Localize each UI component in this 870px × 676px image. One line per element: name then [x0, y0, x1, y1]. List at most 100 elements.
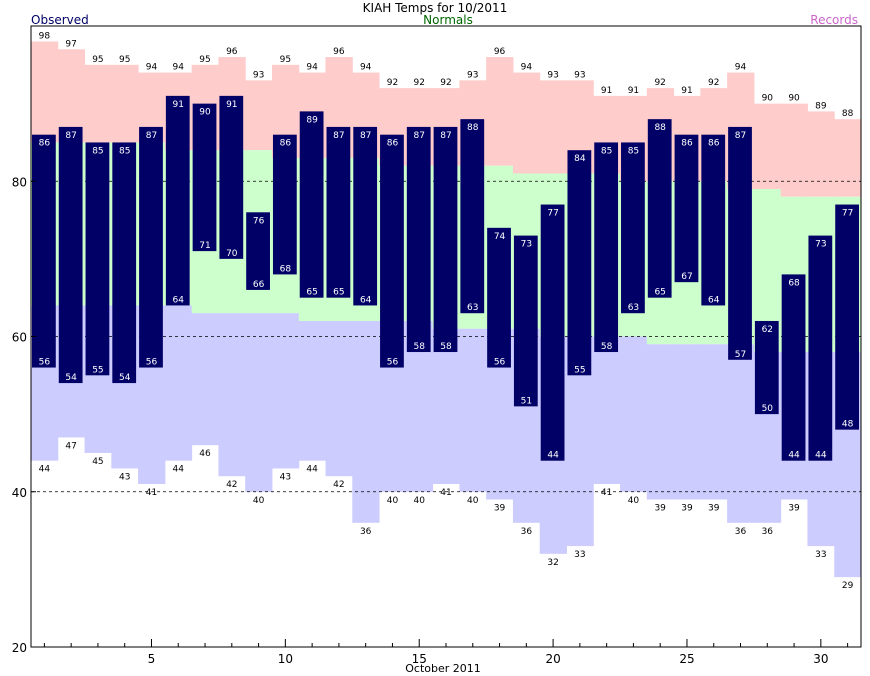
record-high-label: 91 — [601, 86, 612, 96]
observed-bar — [272, 134, 297, 275]
record-high-label: 92 — [413, 78, 424, 88]
observed-bar — [406, 126, 431, 353]
observed-high-label: 88 — [467, 123, 479, 133]
observed-bar — [58, 126, 83, 384]
observed-high-label: 91 — [173, 100, 184, 110]
record-high-band — [780, 103, 808, 197]
legend-observed: Observed — [31, 13, 89, 27]
observed-high-label: 91 — [226, 100, 237, 110]
observed-high-label: 62 — [762, 325, 773, 335]
record-low-label: 40 — [387, 496, 399, 506]
observed-bar — [326, 126, 351, 298]
observed-low-label: 56 — [39, 358, 51, 368]
record-low-band — [325, 320, 353, 477]
observed-bar — [460, 119, 485, 314]
observed-bar — [701, 134, 726, 306]
observed-high-label: 89 — [306, 115, 318, 125]
record-low-band — [191, 313, 219, 446]
observed-high-label: 84 — [574, 154, 586, 164]
record-high-label: 96 — [226, 47, 238, 57]
observed-bar — [647, 119, 672, 298]
observed-low-label: 64 — [708, 295, 720, 305]
observed-high-label: 85 — [119, 146, 130, 156]
observed-high-label: 86 — [387, 139, 399, 149]
observed-low-label: 57 — [735, 350, 746, 360]
record-low-label: 46 — [199, 449, 211, 459]
x-axis-label: October 2011 — [405, 662, 481, 675]
record-low-label: 42 — [333, 480, 344, 490]
observed-bar — [246, 212, 270, 290]
record-low-band — [164, 305, 193, 461]
observed-high-label: 77 — [842, 209, 853, 219]
record-high-band — [539, 80, 567, 174]
record-high-label: 93 — [547, 70, 558, 80]
legend-records: Records — [810, 13, 858, 27]
record-low-label: 43 — [119, 472, 130, 482]
record-low-label: 41 — [440, 488, 451, 498]
observed-high-label: 86 — [681, 139, 693, 149]
record-high-label: 94 — [360, 63, 372, 73]
observed-high-label: 87 — [440, 131, 451, 141]
observed-low-label: 66 — [253, 280, 265, 290]
observed-bar — [540, 204, 565, 461]
record-high-label: 93 — [574, 70, 585, 80]
observed-high-label: 68 — [788, 278, 800, 288]
observed-bar — [139, 126, 163, 368]
observed-low-label: 67 — [681, 272, 692, 282]
y-tick-label: 20 — [12, 641, 27, 655]
chart-title: KIAH Temps for 10/2011 — [363, 1, 508, 15]
legend-normals: Normals — [423, 13, 473, 27]
observed-bar — [835, 204, 859, 430]
record-low-label: 44 — [306, 465, 318, 475]
record-high-label: 96 — [494, 47, 506, 57]
record-high-band — [512, 72, 541, 174]
record-low-label: 40 — [628, 496, 640, 506]
observed-low-label: 56 — [494, 358, 506, 368]
record-high-label: 90 — [788, 94, 800, 104]
record-high-label: 92 — [387, 78, 398, 88]
observed-low-label: 68 — [280, 264, 292, 274]
observed-layer — [32, 95, 859, 461]
record-high-label: 94 — [173, 63, 185, 73]
observed-low-label: 50 — [762, 404, 774, 414]
observed-high-label: 87 — [360, 131, 371, 141]
record-high-label: 94 — [306, 63, 318, 73]
observed-low-label: 65 — [333, 288, 344, 298]
observed-high-label: 86 — [39, 139, 51, 149]
record-low-band — [646, 344, 675, 500]
record-low-band — [673, 344, 701, 500]
x-tick-label: 5 — [148, 652, 156, 666]
observed-low-label: 65 — [306, 288, 317, 298]
observed-low-label: 44 — [547, 451, 559, 461]
record-high-band — [245, 80, 273, 151]
axes-layer: 20 40 60 80 5 10 15 20 25 30 — [12, 175, 849, 666]
observed-low-label: 51 — [521, 396, 532, 406]
observed-low-label: 44 — [815, 451, 827, 461]
y-tick-label: 60 — [12, 331, 27, 345]
record-low-label: 33 — [815, 550, 826, 560]
record-high-label: 94 — [146, 63, 158, 73]
record-high-label: 94 — [735, 63, 747, 73]
observed-low-label: 58 — [601, 342, 613, 352]
record-high-label: 92 — [708, 78, 719, 88]
record-low-band — [593, 336, 621, 484]
record-low-label: 29 — [842, 581, 854, 591]
record-high-band — [486, 57, 514, 166]
observed-low-label: 55 — [574, 365, 585, 375]
observed-low-label: 65 — [654, 288, 665, 298]
observed-low-label: 56 — [146, 358, 158, 368]
record-low-band — [459, 328, 487, 492]
observed-bar — [165, 95, 190, 306]
observed-high-label: 76 — [253, 216, 265, 226]
record-high-label: 95 — [119, 55, 130, 65]
record-low-label: 47 — [65, 441, 76, 451]
record-low-label: 36 — [521, 527, 533, 537]
observed-bar — [380, 134, 404, 368]
observed-high-label: 73 — [815, 240, 826, 250]
observed-low-label: 71 — [199, 241, 210, 251]
observed-low-label: 63 — [628, 303, 639, 313]
x-tick-label: 15 — [412, 652, 427, 666]
record-low-band — [298, 320, 327, 461]
record-high-label: 97 — [65, 39, 76, 49]
